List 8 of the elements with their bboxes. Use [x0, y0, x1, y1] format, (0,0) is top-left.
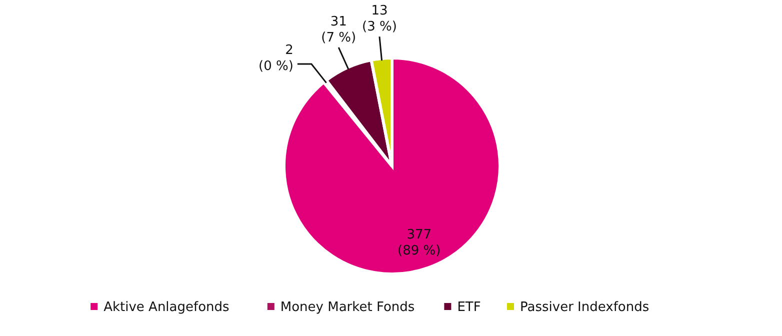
- data-label: 377 (89 %): [398, 227, 441, 258]
- data-label: 31 (7 %): [321, 14, 356, 46]
- legend-label: Money Market Fonds: [280, 300, 415, 315]
- data-label: 13 (3 %): [362, 4, 397, 35]
- data-label: 2 (0 %): [258, 42, 294, 74]
- legend-label: Passiver Indexfonds: [520, 300, 650, 315]
- legend-label: ETF: [457, 300, 481, 315]
- legend-label: Aktive Anlagefonds: [104, 300, 230, 315]
